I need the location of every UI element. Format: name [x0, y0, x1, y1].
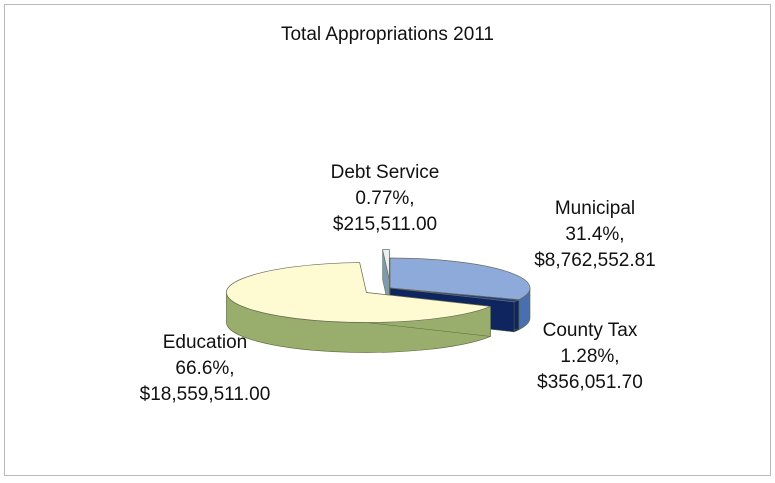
label-municipal-percent: 31.4%, [565, 224, 625, 245]
chart-frame [4, 4, 771, 476]
label-municipal-name: Municipal [554, 198, 636, 219]
label-debt-service-percent: 0.77%, [355, 188, 415, 209]
label-education-percent: 66.6%, [175, 358, 235, 379]
label-education-name: Education [162, 332, 248, 353]
label-county-tax-amount: $356,051.70 [537, 372, 643, 393]
label-county-tax-name: County Tax [542, 320, 638, 341]
slice-top-municipal [389, 257, 531, 301]
label-education-amount: $18,559,511.00 [139, 384, 271, 405]
slice-top-education [226, 262, 491, 323]
label-county-tax: County Tax 1.28%, $356,051.70 [505, 318, 675, 396]
label-education: Education 66.6%, $18,559,511.00 [105, 330, 305, 408]
chart-title: Total Appropriations 2011 [280, 24, 495, 45]
slice-education [226, 262, 491, 353]
label-debt-service: Debt Service 0.77%, $215,511.00 [300, 160, 470, 238]
label-municipal-amount: $8,762,552.81 [534, 250, 656, 271]
slice-top-county-tax [389, 287, 521, 303]
label-county-tax-percent: 1.28%, [560, 346, 620, 367]
label-debt-service-amount: $215,511.00 [332, 214, 438, 235]
slice-top-debt-service [382, 249, 390, 280]
label-debt-service-name: Debt Service [330, 162, 440, 183]
label-municipal: Municipal 31.4%, $8,762,552.81 [510, 196, 680, 274]
